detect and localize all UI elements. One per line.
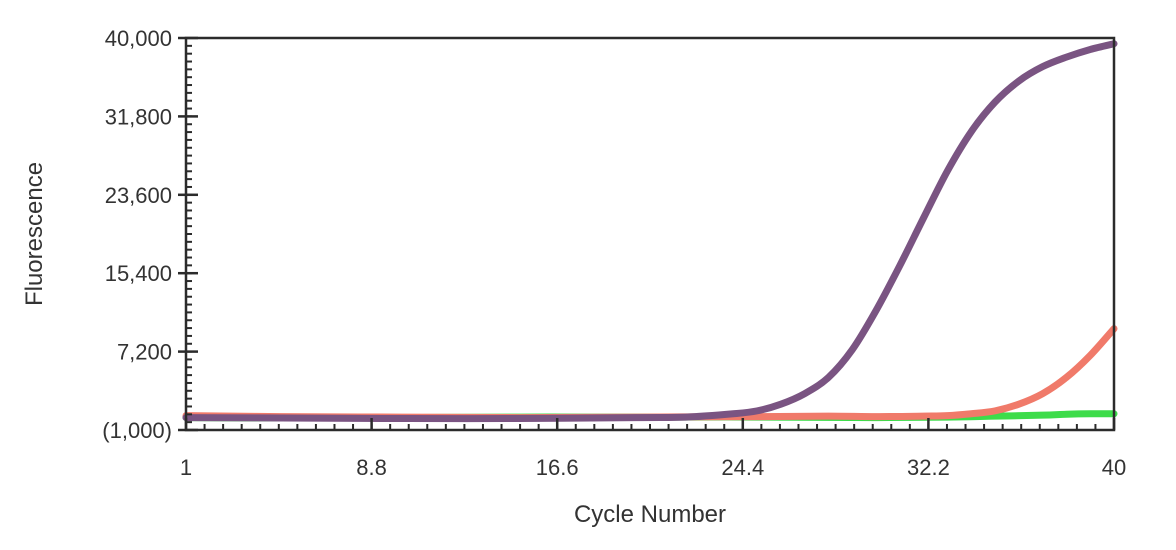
y-tick-label: 23,600 [105, 183, 172, 208]
ticks-layer: 1 8.8 16.6 24.4 32.2 40 (1,000) 7,200 15,400 23,6… [102, 26, 1126, 480]
x-tick-label: 1 [180, 455, 192, 480]
y-tick-label: 15,400 [105, 261, 172, 286]
x-tick-label: 16.6 [536, 455, 579, 480]
x-tick-label: 24.4 [721, 455, 764, 480]
y-axis-title: Fluorescence [21, 162, 48, 306]
plot-area [186, 38, 1114, 430]
x-tick-label: 32.2 [907, 455, 950, 480]
series-layer [182, 40, 1118, 423]
y-tick-label: 40,000 [105, 26, 172, 51]
y-tick-label: (1,000) [102, 418, 172, 443]
y-tick-label: 31,800 [105, 104, 172, 129]
plot-frame [184, 36, 1116, 432]
y-tick-label: 7,200 [117, 340, 172, 365]
x-tick-label: 8.8 [356, 455, 387, 480]
x-axis-title: Cycle Number [574, 501, 726, 528]
series-line-3 [182, 40, 1118, 423]
x-tick-label: 40 [1102, 455, 1126, 480]
